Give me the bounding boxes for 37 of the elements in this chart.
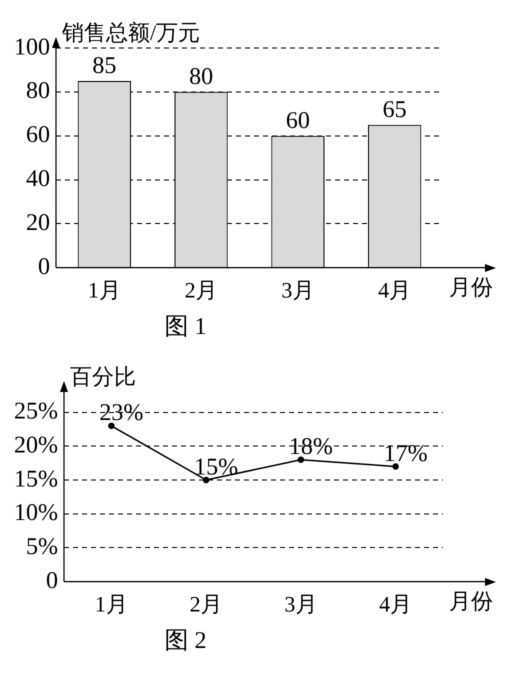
x-tick-label: 3月 xyxy=(284,592,318,617)
y-tick-label: 100 xyxy=(14,34,50,60)
y-tick-label: 0 xyxy=(38,254,50,280)
x-tick-label: 1月 xyxy=(88,278,121,303)
x-tick-label: 4月 xyxy=(379,592,412,617)
y-tick-label: 0 xyxy=(46,568,58,594)
data-label: 15% xyxy=(194,454,238,480)
point xyxy=(108,422,115,430)
caption: 图 2 xyxy=(164,627,208,656)
y-tick-label: 80 xyxy=(26,78,50,104)
data-label: 65 xyxy=(382,97,407,124)
y-tick-label: 5% xyxy=(26,534,58,560)
y-axis-title: 销售总额/万元 xyxy=(61,20,200,45)
y-tick-label: 25% xyxy=(14,398,58,425)
point xyxy=(202,476,210,484)
y-tick-label: 60 xyxy=(26,122,50,148)
y-tick-label: 20% xyxy=(14,432,58,458)
y-tick-label: 40 xyxy=(26,166,50,192)
y-tick-label: 15% xyxy=(14,466,58,492)
data-label: 85 xyxy=(92,53,116,80)
y-axis-title: 百分比 xyxy=(70,364,136,389)
data-label: 18% xyxy=(288,434,333,460)
x-axis-title: 月份 xyxy=(449,274,493,300)
x-tick-label: 1月 xyxy=(94,592,128,617)
y-tick-label: 10% xyxy=(14,500,58,526)
caption: 图 1 xyxy=(164,313,208,342)
x-axis-title: 月份 xyxy=(449,588,493,614)
data-label: 80 xyxy=(189,64,214,90)
y-tick-label: 20 xyxy=(26,210,50,236)
data-label: 23% xyxy=(99,400,144,426)
point xyxy=(392,463,399,470)
x-tick-label: 4月 xyxy=(378,278,412,303)
point xyxy=(298,456,304,463)
data-label: 60 xyxy=(286,108,310,134)
x-tick-label: 3月 xyxy=(281,278,314,303)
x-tick-label: 2月 xyxy=(190,592,223,617)
x-tick-label: 2月 xyxy=(184,278,218,303)
